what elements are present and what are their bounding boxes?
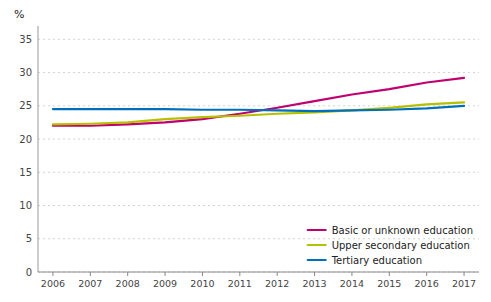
legend-swatch [308, 244, 326, 246]
y-tick-label: 25 [19, 100, 32, 111]
x-tick [90, 272, 91, 276]
x-tick [351, 272, 352, 276]
grid-line [38, 39, 479, 40]
legend-label: Upper secondary education [332, 240, 470, 251]
x-tick-label: 2009 [153, 278, 177, 289]
x-tick [426, 272, 427, 276]
y-tick-label: 30 [19, 67, 32, 78]
grid-line [38, 205, 479, 206]
chart: 0 5 10 15 20 25 30 35 2006 2007 2008 2009 2010 2011 20… [0, 0, 491, 302]
x-tick-label: 2012 [265, 278, 289, 289]
x-tick [389, 272, 390, 276]
x-tick [202, 272, 203, 276]
x-tick-label: 2013 [302, 278, 326, 289]
x-tick [314, 272, 315, 276]
x-tick [464, 272, 465, 276]
x-tick-label: 2007 [78, 278, 102, 289]
x-tick-label: 2014 [340, 278, 364, 289]
y-tick-label: 15 [19, 167, 32, 178]
grid-line [38, 139, 479, 140]
x-tick [277, 272, 278, 276]
y-tick-label: 10 [19, 200, 32, 211]
x-tick [52, 272, 53, 276]
grid-line [38, 172, 479, 173]
x-tick-label: 2015 [377, 278, 401, 289]
series-lines [53, 78, 464, 126]
x-tick-label: 2011 [228, 278, 252, 289]
grid-line [38, 272, 479, 273]
x-tick [165, 272, 166, 276]
y-tick-label: 35 [19, 34, 32, 45]
legend-swatch [308, 259, 326, 261]
x-tick [239, 272, 240, 276]
legend-swatch [308, 229, 326, 231]
y-grid [38, 39, 479, 272]
legend-label: Basic or unknown education [332, 225, 473, 236]
y-tick-label: 5 [26, 233, 32, 244]
legend-label: Tertiary education [331, 255, 422, 266]
series-line [53, 78, 464, 126]
grid-line [38, 72, 479, 73]
y-axis-line [38, 26, 39, 272]
series-line [53, 102, 464, 124]
x-tick-label: 2017 [452, 278, 476, 289]
x-axis-line [38, 272, 479, 273]
x-tick-label: 2010 [190, 278, 214, 289]
x-tick [127, 272, 128, 276]
y-axis-label: % [14, 8, 24, 21]
y-tick-label: 0 [26, 267, 32, 278]
legend: Basic or unknown education Upper secondar… [308, 225, 473, 266]
y-tick-label: 20 [19, 134, 32, 145]
x-tick-label: 2008 [116, 278, 140, 289]
x-tick-label: 2016 [415, 278, 439, 289]
x-tick-label: 2006 [41, 278, 65, 289]
series-line [53, 106, 464, 111]
